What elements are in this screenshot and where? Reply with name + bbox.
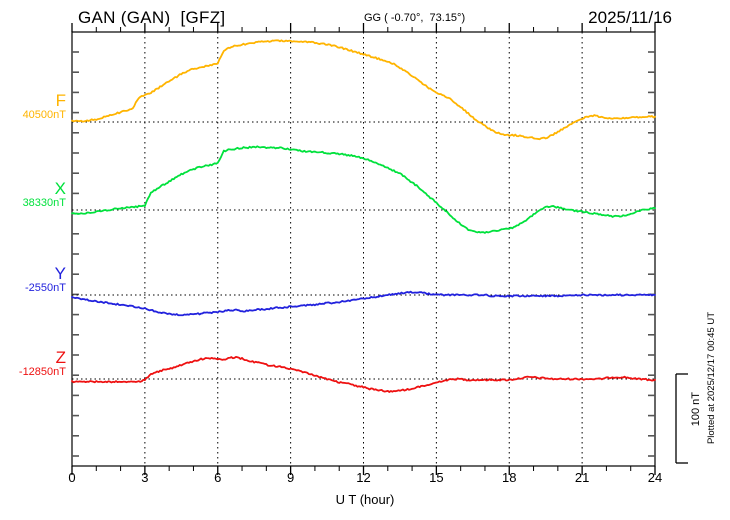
x-axis-title: U T (hour): [335, 492, 395, 507]
component-name-x: X: [54, 179, 66, 198]
station-title: GAN (GAN) [GFZ]: [78, 8, 226, 27]
x-tick-label-18: 18: [502, 470, 517, 485]
component-label-f: F 40500nT: [4, 92, 66, 122]
x-tick-label-6: 6: [214, 470, 222, 485]
component-baseline-x: 38330nT: [22, 197, 66, 209]
x-tick-label-0: 0: [68, 470, 76, 485]
x-tick-label-9: 9: [287, 470, 295, 485]
x-tick-label-24: 24: [647, 470, 663, 485]
x-tick-label-21: 21: [574, 470, 590, 485]
trace-z: [71, 356, 656, 393]
plotted-timestamp: Plotted at 2025/12/17 00:45 UT: [706, 312, 717, 445]
trace-y: [71, 290, 656, 317]
x-tick-label-3: 3: [141, 470, 149, 485]
component-baseline-y: -2550nT: [25, 282, 66, 294]
component-name-f: F: [55, 91, 66, 110]
component-baseline-z: -12850nT: [18, 366, 66, 378]
component-baseline-f: 40500nT: [22, 109, 66, 121]
component-label-y: Y -2550nT: [4, 265, 66, 295]
component-label-z: Z -12850nT: [4, 349, 66, 379]
component-name-y: Y: [54, 264, 66, 283]
component-label-x: X 38330nT: [4, 180, 66, 210]
x-tick-label-12: 12: [356, 470, 371, 485]
component-name-z: Z: [55, 348, 66, 367]
x-tick-label-15: 15: [429, 470, 444, 485]
observation-date: 2025/11/16: [588, 8, 672, 27]
scale-bar-label: 100 nT: [690, 392, 702, 427]
geographic-coordinates: GG ( -0.70°, 73.15°): [364, 12, 466, 24]
trace-f: [71, 39, 656, 141]
trace-x: [71, 145, 656, 234]
